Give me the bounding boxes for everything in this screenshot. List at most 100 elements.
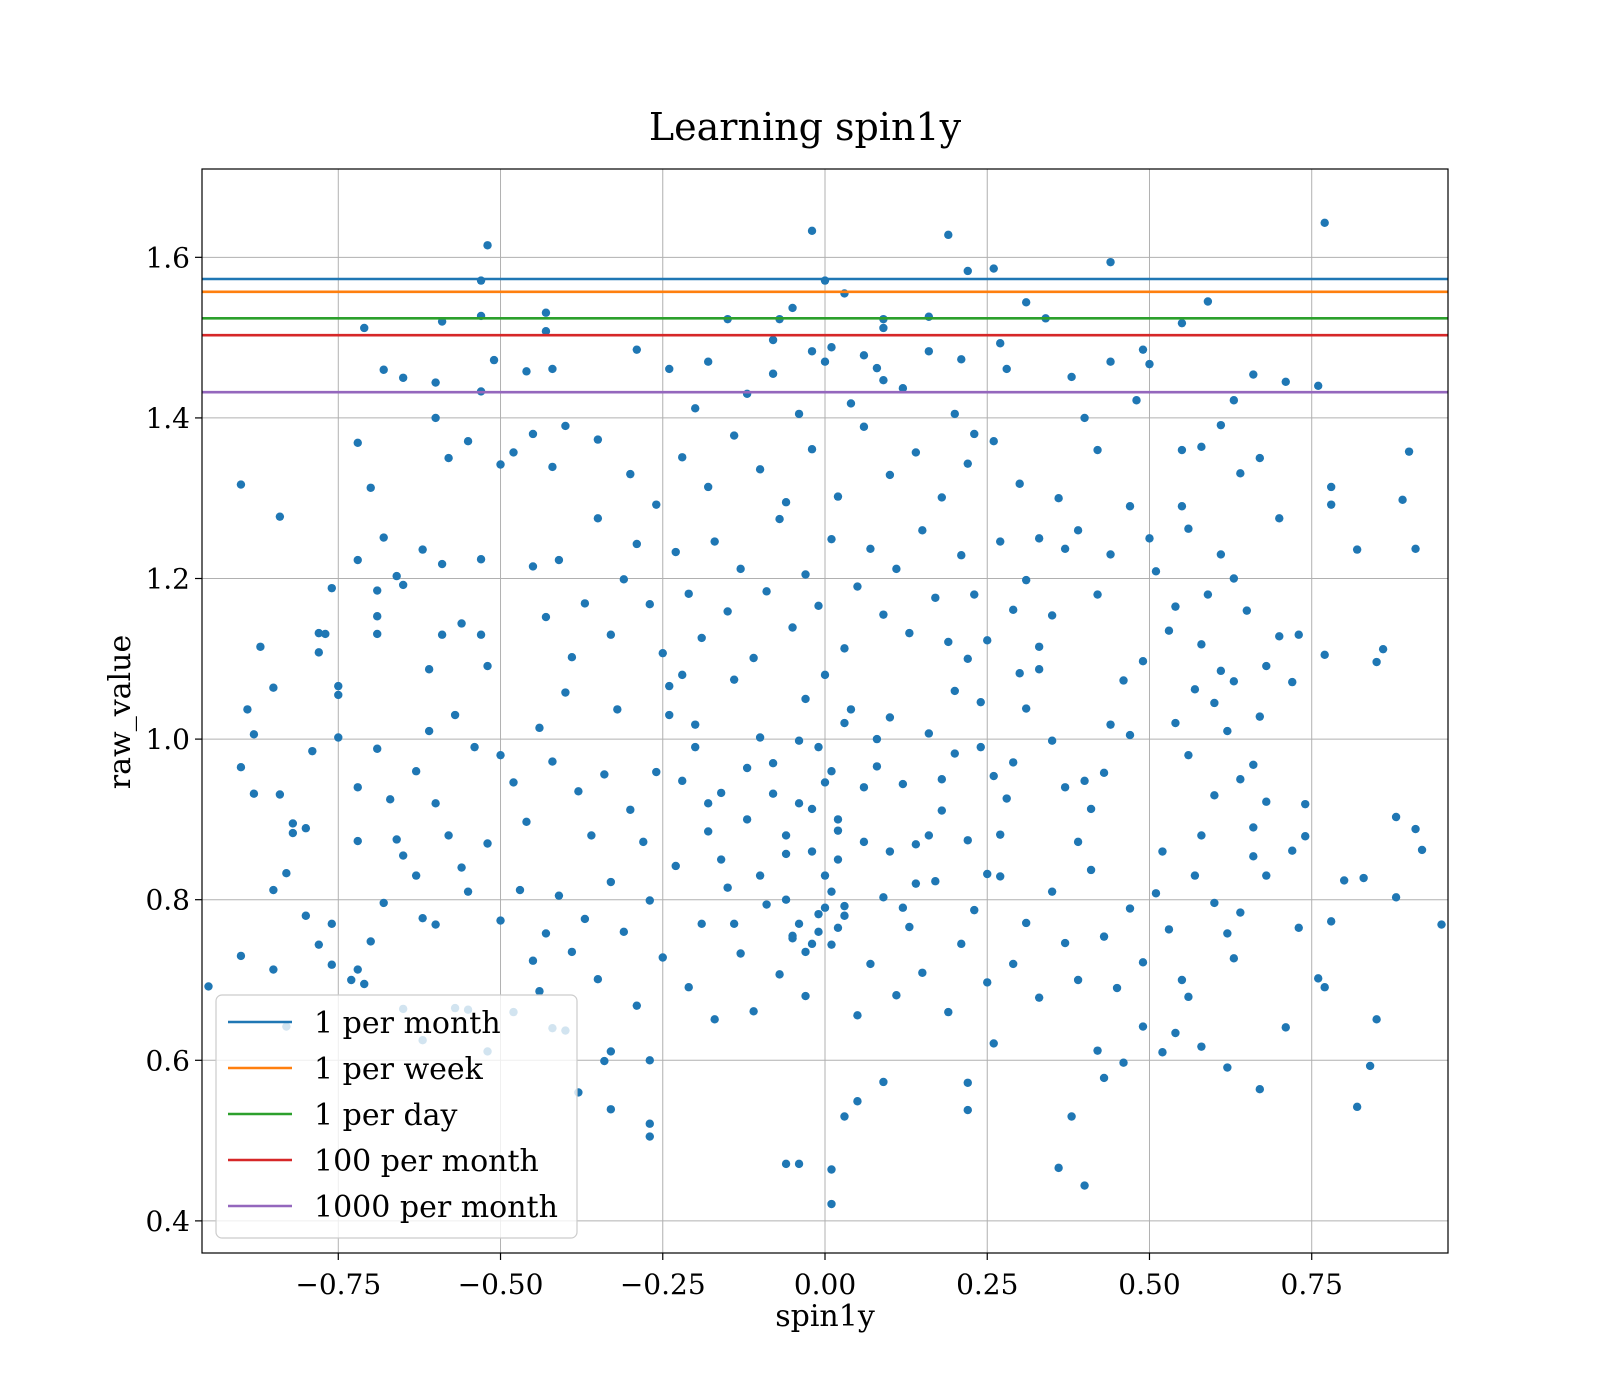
scatter-point [1223,1063,1232,1072]
scatter-point [788,623,797,632]
scatter-point [723,607,732,616]
scatter-point [353,965,362,974]
scatter-point [600,770,609,779]
scatter-point [243,705,252,714]
scatter-point [788,931,797,941]
scatter-point [937,806,947,815]
scatter-point [269,965,278,974]
scatter-point [866,959,875,969]
scatter-point [1203,590,1213,599]
scatter-point [691,720,700,729]
scatter-point [989,1039,998,1048]
scatter-point [1093,445,1102,455]
scatter-point [398,851,408,860]
scatter-point [691,742,700,752]
scatter-point [846,705,856,714]
scatter-point [788,303,797,313]
scatter-point [820,778,830,787]
scatter-point [859,422,869,431]
scatter-point [703,482,713,492]
scatter-point [411,767,421,776]
scatter-point [398,373,408,382]
scatter-point [1314,381,1323,390]
scatter-point [334,681,343,691]
scatter-point [528,956,538,965]
scatter-point [1378,644,1388,654]
scatter-point [1093,1046,1102,1055]
scatter-point [807,347,817,356]
scatter-point [1164,626,1174,635]
scatter-point [1021,704,1031,713]
scatter-point [918,526,927,535]
scatter-point [885,713,895,722]
scatter-point [360,323,369,333]
scatter-point [1171,718,1180,728]
scatter-point [1229,677,1239,686]
scatter-point [983,978,992,987]
grid-lines [202,169,1448,1253]
scatter-point [658,648,667,658]
scatter-point [827,940,836,949]
scatter-point [366,937,375,946]
scatter-point [1391,812,1401,822]
scatter-point [1080,413,1089,423]
scatter-point [742,763,752,773]
scatter-point [1138,958,1148,967]
scatter-point [204,982,213,991]
scatter-point [827,887,836,896]
scatter-point [645,1056,654,1065]
scatter-point [314,940,324,949]
scatter-point [957,551,966,560]
y-tick-label: 0.4 [145,1205,190,1238]
scatter-point [801,570,810,579]
scatter-point [1177,502,1187,511]
scatter-point [859,837,869,847]
scatter-point [691,404,700,413]
scatter-point [736,564,745,574]
scatter-point [678,776,687,786]
scatter-point [282,868,291,878]
scatter-point [1099,1073,1109,1083]
y-axis-label: raw_value [103,635,138,789]
scatter-point [768,789,778,798]
scatter-point [236,480,246,489]
scatter-point [840,289,849,298]
scatter-point [619,927,629,937]
scatter-point [1398,495,1407,505]
y-tick-label: 0.6 [145,1044,190,1077]
scatter-point [509,448,518,457]
scatter-point [1080,776,1089,786]
scatter-point [1275,514,1284,523]
scatter-point [1326,917,1336,926]
scatter-point [781,1159,791,1169]
scatter-point [1021,575,1031,585]
scatter-point [1352,545,1362,554]
scatter-point [840,718,849,728]
scatter-point [1262,871,1271,880]
scatter-point [476,630,486,639]
scatter-point [528,429,538,439]
x-tick-label: 0.00 [794,1268,856,1301]
scatter-point [827,1199,836,1209]
scatter-point [892,564,901,574]
scatter-point [1411,824,1420,834]
threshold-lines [202,277,1448,394]
y-tick-label: 1.4 [145,402,190,435]
scatter-point [269,683,278,692]
scatter-point [924,831,934,840]
scatter-point [1359,873,1368,883]
scatter-point [489,355,499,365]
scatter-point [879,610,888,619]
scatter-point [606,1047,616,1056]
scatter-point [820,670,830,680]
scatter-point [1067,372,1076,382]
scatter-point [606,630,616,639]
scatter-point [1314,974,1323,983]
x-tick-label: −0.25 [620,1268,706,1301]
scatter-point [1047,736,1057,745]
scatter-point [989,771,998,781]
scatter-point [963,266,972,276]
scatter-point [1086,865,1096,875]
scatter-point [1158,847,1167,856]
scatter-point [392,571,401,581]
